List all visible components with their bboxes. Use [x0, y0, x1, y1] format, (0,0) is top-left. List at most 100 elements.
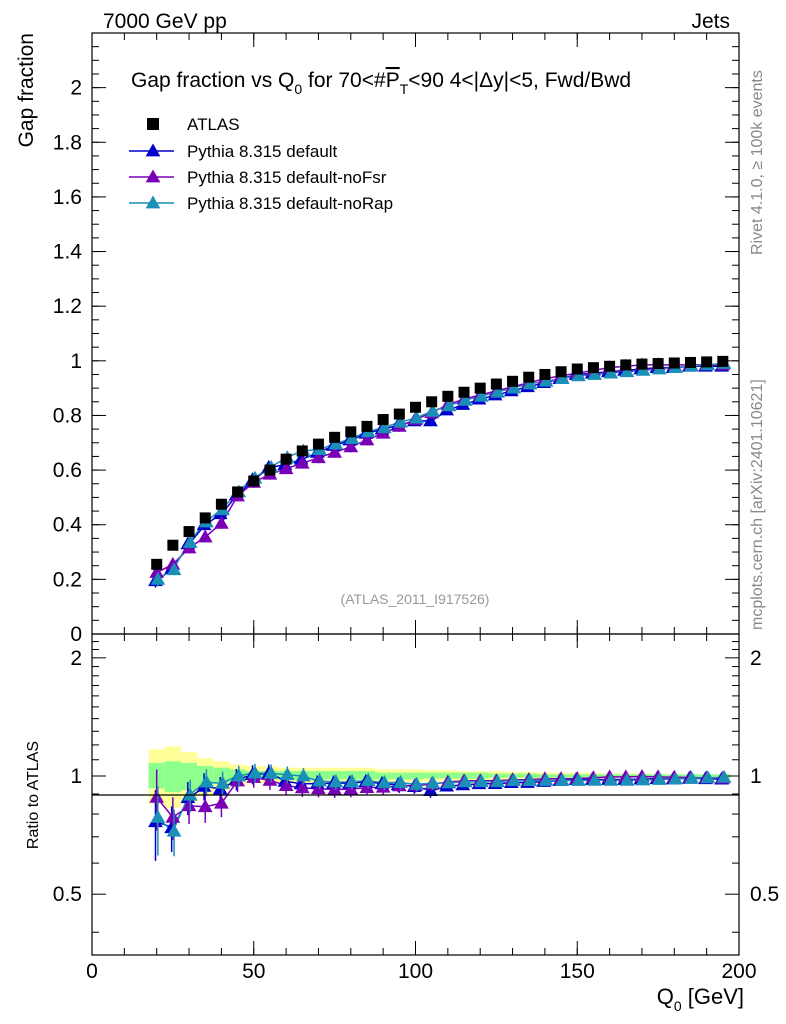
legend-label: Pythia 8.315 default-noFsr: [187, 168, 387, 187]
ratio-point: [311, 781, 326, 795]
ratio-point: [328, 774, 344, 788]
series-point: [587, 366, 602, 380]
ratio-point: [684, 770, 700, 784]
ratio-band-inner: [391, 772, 408, 780]
ratio-band-inner: [375, 772, 392, 780]
series-point: [474, 388, 489, 402]
atlas-point: [410, 401, 421, 413]
atlas-point: [474, 382, 486, 394]
legend-marker-atlas: [147, 118, 159, 130]
ratio-point: [165, 809, 181, 823]
ratio-point: [571, 772, 586, 786]
atlas-point: [312, 438, 324, 450]
ratio-point: [457, 774, 473, 788]
series-line: [156, 364, 723, 574]
atlas-point: [167, 539, 179, 551]
y-tick-label: 0.6: [53, 459, 82, 482]
atlas-point: [571, 363, 583, 375]
atlas-point: [345, 426, 357, 438]
title-part-b: for 70<#: [302, 69, 386, 92]
ratio-point: [603, 772, 619, 786]
series-point: [328, 436, 344, 450]
atlas-point: [636, 358, 648, 370]
ratio-point: [359, 780, 375, 793]
ratio-point: [149, 789, 165, 803]
series-line: [156, 362, 723, 581]
ratio-y-tick-label: 0.5: [53, 883, 82, 906]
ratio-point: [522, 773, 538, 786]
ratio-point: [343, 781, 359, 795]
series-point: [214, 515, 229, 529]
series-point: [538, 373, 554, 387]
ratio-band-inner: [310, 770, 327, 780]
atlas-point: [183, 526, 195, 538]
atlas-point: [151, 558, 163, 570]
y-tick-label: 1.6: [53, 186, 82, 209]
series-point: [441, 398, 457, 412]
y-tick-label: 0.4: [53, 514, 83, 537]
ratio-point: [554, 772, 570, 786]
x-tick-label: 150: [560, 960, 595, 983]
atlas-point: [523, 371, 535, 383]
ratio-y-tick-label: 1: [70, 765, 82, 788]
legend: ATLAS Pythia 8.315 default Pythia 8.315 de…: [129, 115, 393, 213]
series-point: [423, 413, 438, 427]
series-point: [425, 403, 441, 417]
axis-ticks: 0 50 100 150 20000.20.40.60.811.21.41.61.820…: [53, 32, 779, 983]
ratio-point: [197, 799, 213, 813]
series-marks: [148, 355, 732, 861]
header-right: Jets: [691, 10, 730, 33]
atlas-point: [701, 356, 713, 368]
chart-title: Gap fraction vs Q0 for 70<#PT<90 4<|Δy|<…: [131, 69, 631, 97]
legend-marker: [145, 143, 161, 157]
ratio-point: [166, 823, 182, 837]
atlas-point: [329, 431, 341, 443]
ratio-point: [635, 772, 651, 786]
ratio-band-inner: [164, 761, 181, 793]
ratio-y-tick-label-right: 2: [750, 647, 762, 670]
title-p: P: [386, 69, 400, 92]
ratio-point: [360, 773, 376, 786]
title-sub: 0: [294, 81, 302, 97]
ratio-point: [312, 773, 328, 787]
ratio-point: [262, 772, 278, 786]
ratio-point: [700, 770, 716, 784]
ratio-point: [474, 774, 489, 788]
ratio-point: [538, 773, 554, 786]
ratio-point: [150, 809, 166, 823]
ratio-point: [344, 774, 360, 788]
series-point: [311, 450, 326, 464]
series-point: [278, 461, 294, 475]
xlabel-sub: 0: [674, 998, 682, 1014]
y-tick-label: 1.2: [53, 295, 82, 318]
y-tick-label: 1.8: [53, 131, 82, 154]
x-axis-label: Q0 [GeV]: [657, 984, 744, 1014]
y-tick-label: 0: [70, 623, 82, 646]
ratio-point: [279, 767, 295, 781]
ratio-point: [651, 771, 667, 785]
ratio-point: [425, 775, 441, 789]
atlas-point: [199, 512, 211, 524]
series-point: [359, 432, 375, 446]
legend-label: Pythia 8.315 default-noRap: [187, 194, 393, 213]
series-point: [327, 444, 342, 458]
series-point: [571, 368, 586, 382]
series-point: [506, 380, 522, 394]
series-point: [490, 384, 505, 398]
series-point: [603, 365, 619, 379]
title-part-a: Gap fraction vs Q: [131, 69, 294, 92]
ratio-point: [587, 772, 602, 786]
y-tick-label: 0.2: [53, 568, 82, 591]
title-part-c: <90 4<|Δy|<5, Fwd/Bwd: [408, 69, 631, 92]
x-tick-label: 0: [86, 960, 98, 983]
series-point: [522, 376, 538, 390]
x-tick-label: 50: [242, 960, 265, 983]
ratio-point: [441, 775, 457, 789]
ratio-point: [376, 775, 392, 789]
series-point: [619, 364, 635, 378]
y-axis-label: Gap fraction: [15, 33, 38, 147]
series-point: [554, 371, 570, 384]
ratio-point: [294, 780, 310, 794]
y-tick-label: 1: [70, 350, 82, 373]
